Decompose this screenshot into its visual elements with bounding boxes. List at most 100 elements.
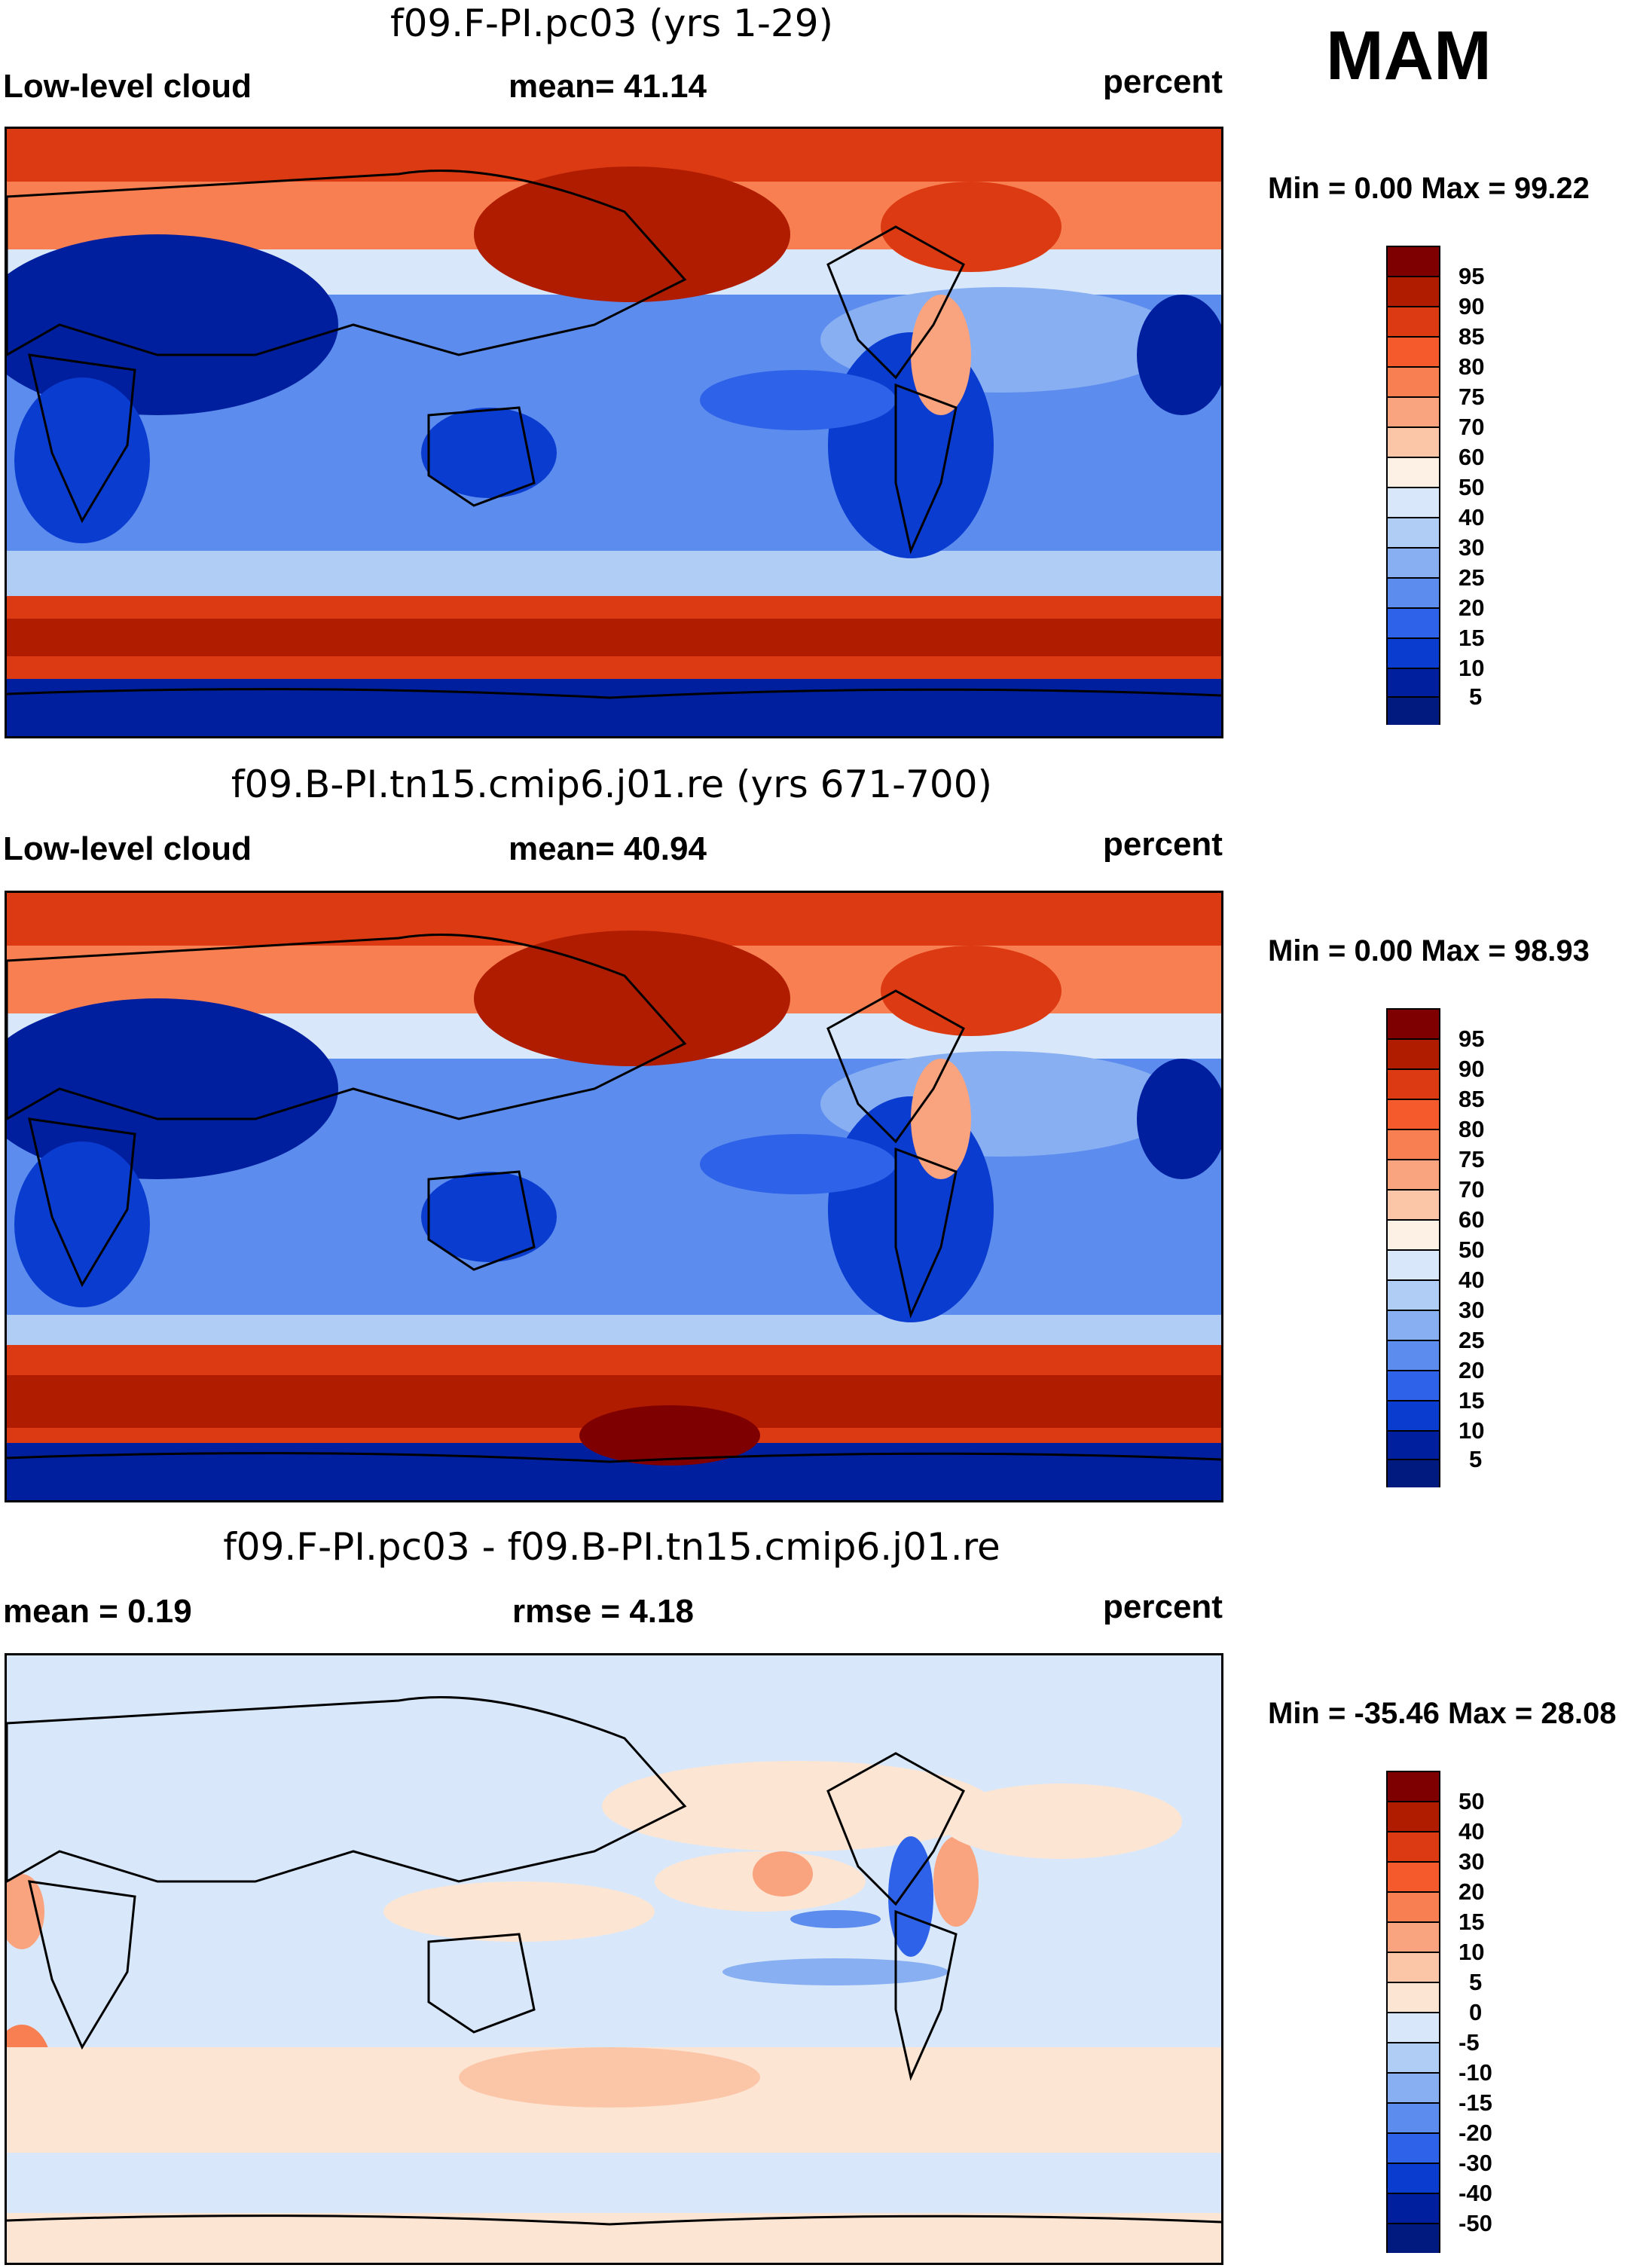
colorbar-swatch bbox=[1388, 579, 1439, 609]
colorbar-swatch bbox=[1388, 1983, 1439, 2013]
colorbar-tick: 80 bbox=[1459, 1116, 1485, 1142]
colorbar-tick: 20 bbox=[1459, 1878, 1485, 1905]
colorbar-tick: 20 bbox=[1459, 595, 1485, 621]
colorbar-swatch bbox=[1388, 1221, 1439, 1251]
panel-3-map bbox=[5, 1653, 1223, 2265]
west-africa-land bbox=[1137, 1059, 1221, 1179]
colorbar-tick: 90 bbox=[1459, 293, 1485, 319]
colorbar-tick: 80 bbox=[1459, 353, 1485, 380]
colorbar-swatch bbox=[1388, 1401, 1439, 1432]
colorbar-swatch bbox=[1388, 2164, 1439, 2194]
colorbar-swatch bbox=[1388, 458, 1439, 488]
panel-1-units-label: percent bbox=[1103, 63, 1223, 100]
colorbar-swatch bbox=[1388, 1251, 1439, 1281]
colorbar-tick: 5 bbox=[1469, 1969, 1483, 1995]
greenland-area bbox=[881, 946, 1061, 1036]
colorbar-tick: -30 bbox=[1459, 2150, 1492, 2176]
north-america-coastline bbox=[826, 225, 965, 380]
colorbar-swatch bbox=[1388, 368, 1439, 398]
north-pacific-stratus bbox=[474, 931, 790, 1066]
east-pacific-negative bbox=[722, 1958, 948, 1985]
panel-1-colorbar bbox=[1386, 246, 1440, 725]
colorbar-tick: 30 bbox=[1459, 1297, 1485, 1323]
panel-1-title: f09.F-PI.pc03 (yrs 1-29) bbox=[389, 2, 834, 45]
colorbar-tick: -5 bbox=[1459, 2029, 1480, 2056]
panel-3-units-label: percent bbox=[1103, 1588, 1223, 1625]
peru-stratocumulus bbox=[911, 295, 971, 415]
colorbar-swatch bbox=[1388, 2134, 1439, 2164]
eurasia-coastline bbox=[7, 1696, 687, 1883]
eurasia-coastline bbox=[7, 170, 687, 356]
colorbar-swatch bbox=[1388, 1953, 1439, 1983]
colorbar-tick: 30 bbox=[1459, 1848, 1485, 1875]
peru-positive bbox=[933, 1836, 979, 1927]
north-pacific-stratus bbox=[474, 167, 790, 302]
colorbar-swatch bbox=[1388, 338, 1439, 368]
west-edge-positive-north bbox=[7, 1874, 44, 1949]
east-pacific-cold-tongue bbox=[700, 370, 896, 430]
antarctica-coastline bbox=[7, 1452, 1221, 1463]
africa-coastline bbox=[28, 1117, 136, 1288]
south-transition-band bbox=[7, 551, 1221, 596]
colorbar-tick: 40 bbox=[1459, 504, 1485, 530]
colorbar-tick: -10 bbox=[1459, 2059, 1492, 2086]
colorbar-tick: 85 bbox=[1459, 323, 1485, 350]
colorbar-swatch bbox=[1388, 247, 1439, 277]
map-base bbox=[7, 1655, 1221, 2263]
colorbar-swatch bbox=[1388, 1832, 1439, 1863]
west-africa-land bbox=[1137, 295, 1221, 415]
panel-2-mean-label: mean= 40.94 bbox=[509, 830, 707, 867]
colorbar-swatch bbox=[1388, 2194, 1439, 2224]
colorbar-swatch bbox=[1388, 1160, 1439, 1191]
colorbar-swatch bbox=[1388, 698, 1439, 725]
colorbar-tick: 90 bbox=[1459, 1056, 1485, 1082]
colorbar-swatch bbox=[1388, 398, 1439, 428]
panel-3-colorbar bbox=[1386, 1771, 1440, 2253]
colorbar-tick: 95 bbox=[1459, 263, 1485, 289]
colorbar-swatch bbox=[1388, 1100, 1439, 1130]
colorbar-tick: 15 bbox=[1459, 1387, 1485, 1414]
colorbar-tick: 50 bbox=[1459, 474, 1485, 500]
colorbar-tick: 15 bbox=[1459, 625, 1485, 651]
panel-2-colorbar bbox=[1386, 1008, 1440, 1487]
colorbar-swatch bbox=[1388, 2043, 1439, 2074]
colorbar-tick: 10 bbox=[1459, 1939, 1485, 1965]
antarctica-coastline bbox=[7, 2215, 1221, 2226]
colorbar-tick: 50 bbox=[1459, 1788, 1485, 1814]
south-america-coastline bbox=[894, 1147, 958, 1319]
colorbar-tick: 0 bbox=[1469, 1999, 1483, 2025]
australia-coastline bbox=[427, 1933, 536, 2034]
panel-3-mean-label: mean = 0.19 bbox=[3, 1593, 192, 1630]
colorbar-swatch bbox=[1388, 1010, 1439, 1040]
colorbar-tick: 70 bbox=[1459, 1176, 1485, 1203]
peru-stratocumulus bbox=[911, 1059, 971, 1179]
panel-1-map bbox=[5, 127, 1223, 738]
colorbar-swatch bbox=[1388, 518, 1439, 549]
colorbar-swatch bbox=[1388, 1341, 1439, 1371]
colorbar-tick: -40 bbox=[1459, 2180, 1492, 2206]
antarctica-coastline bbox=[7, 688, 1221, 699]
colorbar-swatch bbox=[1388, 639, 1439, 669]
colorbar-tick: 30 bbox=[1459, 534, 1485, 561]
colorbar-swatch bbox=[1388, 277, 1439, 307]
colorbar-swatch bbox=[1388, 428, 1439, 458]
colorbar-tick: 5 bbox=[1469, 683, 1483, 710]
colorbar-tick: 70 bbox=[1459, 414, 1485, 440]
colorbar-swatch bbox=[1388, 1040, 1439, 1070]
season-label: MAM bbox=[1326, 17, 1492, 94]
colorbar-swatch bbox=[1388, 1371, 1439, 1401]
colorbar-tick: 15 bbox=[1459, 1909, 1485, 1935]
eurasia-low-cloud bbox=[7, 234, 338, 415]
panel-2-units-label: percent bbox=[1103, 826, 1223, 863]
greenland-area bbox=[881, 182, 1061, 272]
atlantic-positive bbox=[941, 1784, 1182, 1859]
south-pacific-max bbox=[579, 1405, 760, 1466]
africa-land bbox=[14, 1142, 150, 1307]
north-america-coastline bbox=[826, 989, 965, 1144]
colorbar-swatch bbox=[1388, 1802, 1439, 1832]
panel-3-rmse-label: rmse = 4.18 bbox=[512, 1593, 694, 1630]
colorbar-swatch bbox=[1388, 2104, 1439, 2134]
colorbar-tick: 25 bbox=[1459, 564, 1485, 591]
panel-2-map-svg bbox=[7, 893, 1221, 1500]
colorbar-swatch bbox=[1388, 1893, 1439, 1923]
